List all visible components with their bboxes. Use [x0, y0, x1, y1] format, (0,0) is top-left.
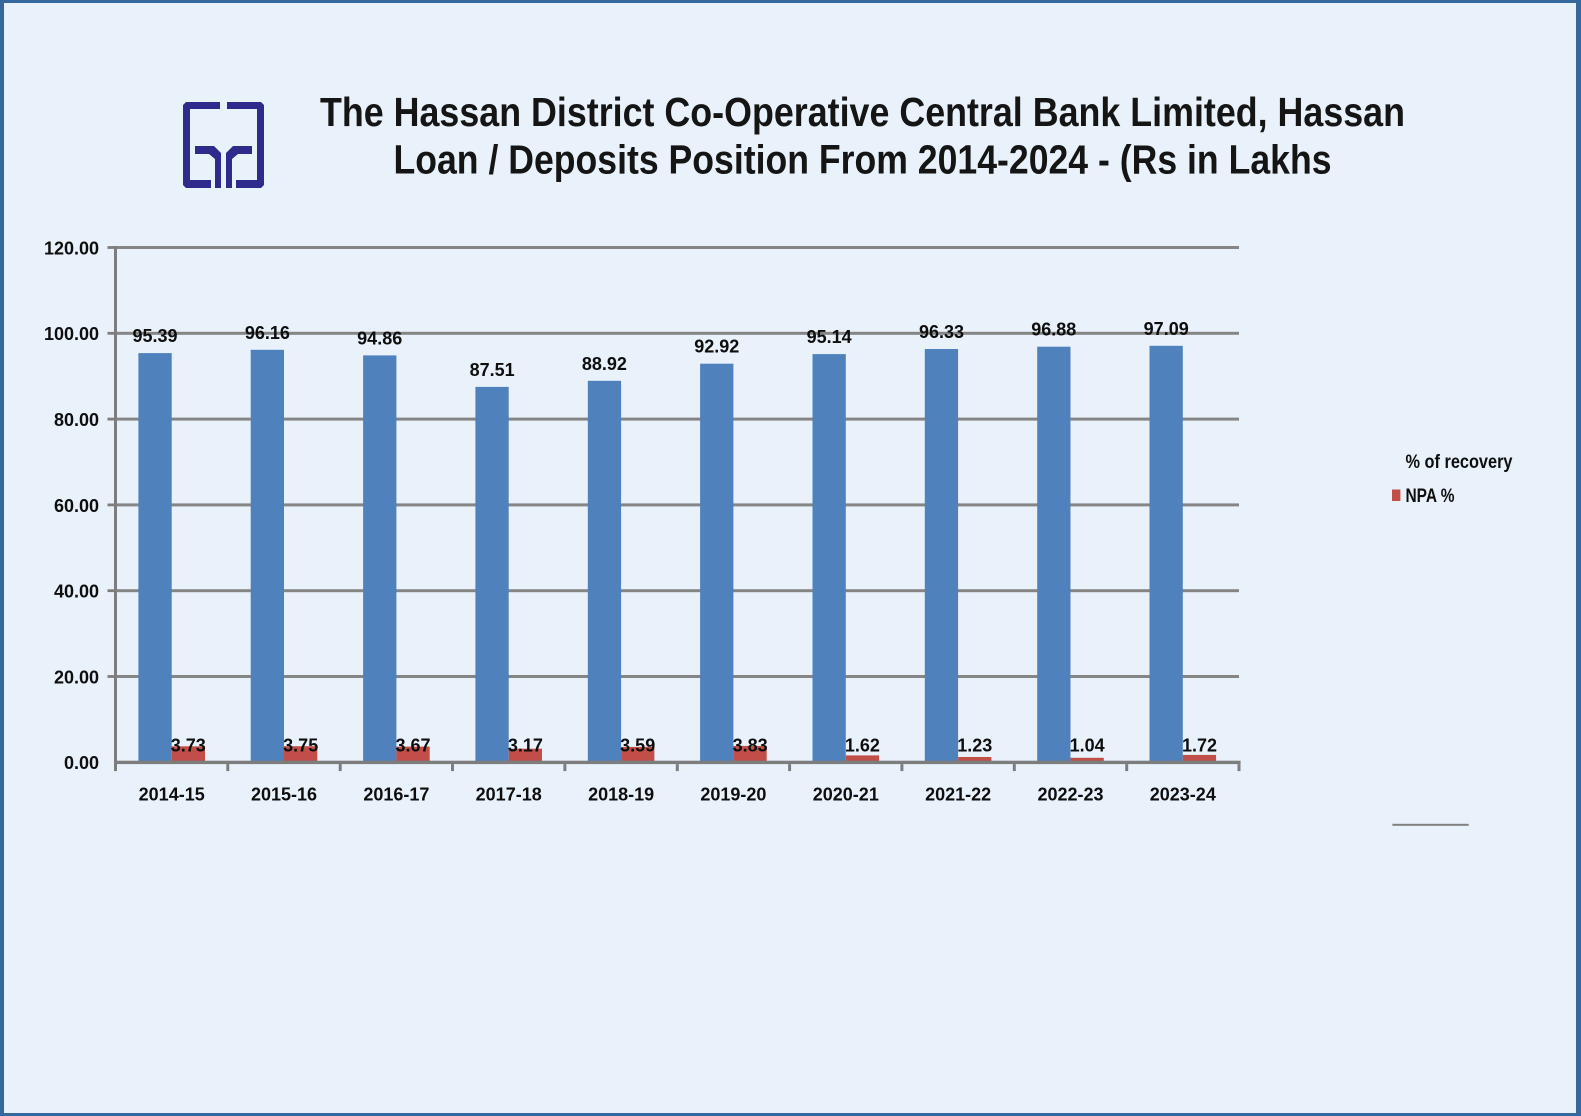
svg-text:94.86: 94.86 — [357, 328, 402, 348]
svg-text:80.00: 80.00 — [54, 410, 99, 430]
svg-text:96.16: 96.16 — [245, 323, 290, 343]
svg-text:20.00: 20.00 — [54, 667, 99, 687]
svg-text:3.17: 3.17 — [508, 735, 543, 755]
svg-text:2016-17: 2016-17 — [363, 785, 429, 805]
svg-text:40.00: 40.00 — [54, 582, 99, 602]
svg-text:87.51: 87.51 — [470, 360, 515, 380]
svg-text:88.92: 88.92 — [582, 354, 627, 374]
svg-text:120.00: 120.00 — [44, 238, 99, 258]
svg-text:95.14: 95.14 — [807, 327, 852, 347]
svg-text:2014-15: 2014-15 — [139, 785, 205, 805]
svg-text:3.75: 3.75 — [283, 735, 318, 755]
svg-text:92.92: 92.92 — [694, 337, 739, 357]
svg-text:1.23: 1.23 — [957, 735, 992, 755]
svg-text:2021-22: 2021-22 — [925, 785, 991, 805]
svg-text:2019-20: 2019-20 — [700, 785, 766, 805]
svg-text:2020-21: 2020-21 — [813, 785, 879, 805]
svg-text:2018-19: 2018-19 — [588, 785, 654, 805]
svg-text:The Hassan District Co-Operati: The Hassan District Co-Operative Central… — [320, 89, 1405, 135]
svg-text:96.88: 96.88 — [1031, 320, 1076, 340]
svg-text:3.73: 3.73 — [171, 735, 206, 755]
svg-text:96.33: 96.33 — [919, 322, 964, 342]
svg-text:100.00: 100.00 — [44, 324, 99, 344]
svg-text:NPA %: NPA % — [1406, 486, 1455, 507]
svg-text:Loan / Deposits Position From: Loan / Deposits Position From 2014-2024 … — [394, 136, 1332, 182]
svg-text:2017-18: 2017-18 — [476, 785, 542, 805]
svg-text:0.00: 0.00 — [64, 753, 99, 773]
svg-text:1.62: 1.62 — [845, 735, 880, 755]
svg-text:60.00: 60.00 — [54, 496, 99, 516]
svg-text:1.72: 1.72 — [1182, 735, 1217, 755]
svg-text:95.39: 95.39 — [132, 326, 177, 346]
svg-text:1.04: 1.04 — [1070, 735, 1105, 755]
svg-text:2022-23: 2022-23 — [1037, 785, 1103, 805]
svg-text:% of recovery: % of recovery — [1406, 452, 1513, 473]
svg-text:3.59: 3.59 — [620, 735, 655, 755]
svg-text:3.67: 3.67 — [395, 735, 430, 755]
svg-text:3.83: 3.83 — [733, 735, 768, 755]
svg-text:97.09: 97.09 — [1144, 319, 1189, 339]
svg-text:2015-16: 2015-16 — [251, 785, 317, 805]
svg-text:2023-24: 2023-24 — [1150, 785, 1216, 805]
